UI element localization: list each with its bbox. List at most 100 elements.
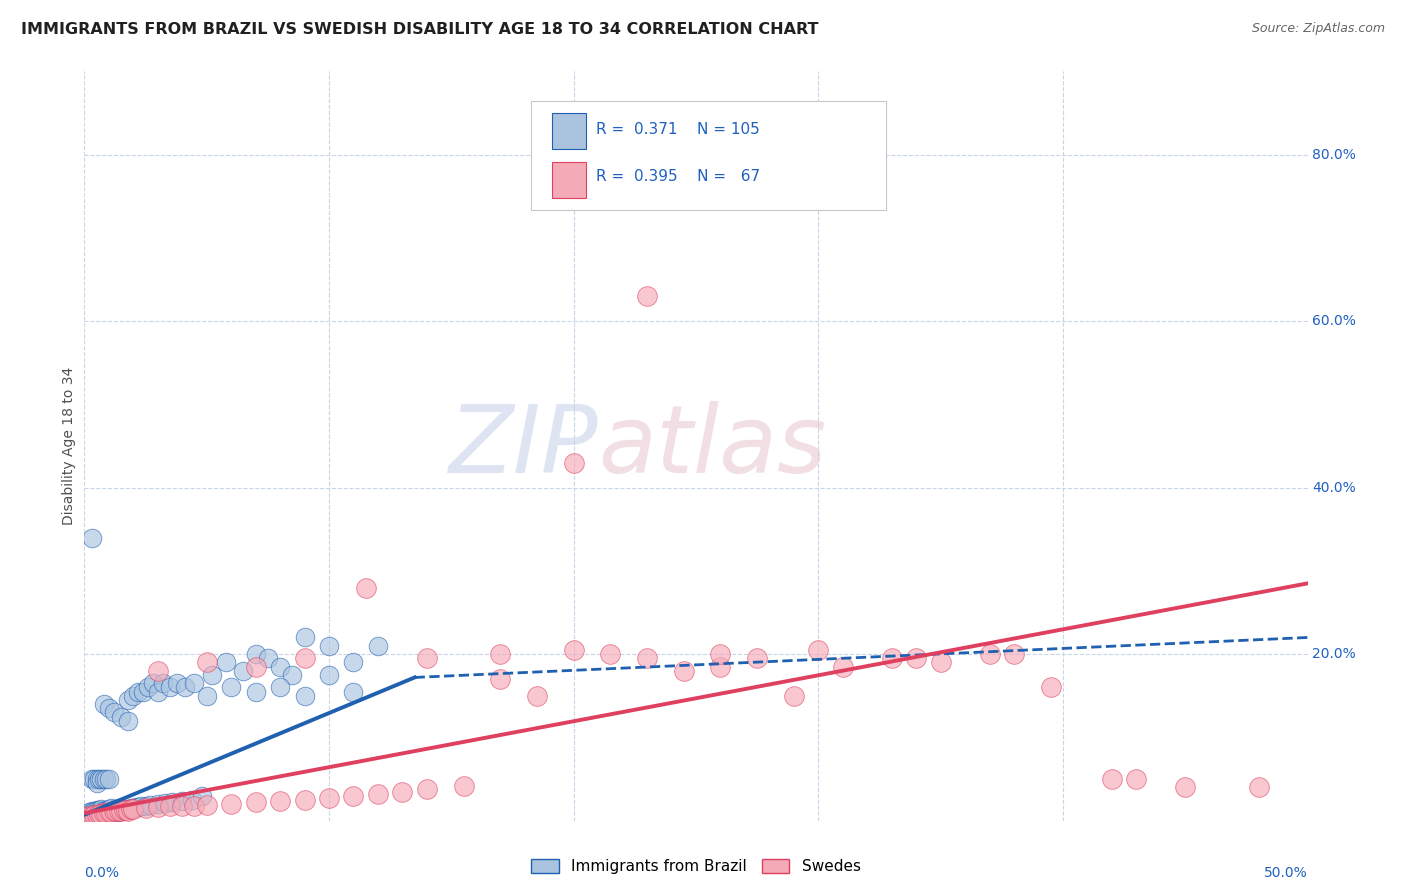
Point — [354, 581, 377, 595]
Point — [87, 805, 110, 820]
Point — [93, 806, 115, 821]
Point — [127, 800, 149, 814]
Point — [112, 803, 135, 817]
Point — [318, 639, 340, 653]
Point — [80, 807, 103, 822]
Point — [562, 456, 585, 470]
Point — [636, 289, 658, 303]
Text: R =  0.395    N =   67: R = 0.395 N = 67 — [596, 169, 759, 184]
Point — [93, 804, 115, 818]
Text: 50.0%: 50.0% — [1264, 865, 1308, 880]
Point — [83, 809, 105, 823]
Point — [294, 689, 316, 703]
Point — [83, 772, 105, 786]
Point — [86, 809, 108, 823]
Point — [807, 643, 830, 657]
Point — [709, 659, 731, 673]
Point — [110, 804, 132, 818]
Point — [135, 801, 157, 815]
Point — [115, 802, 138, 816]
Point — [120, 802, 142, 816]
Point — [76, 809, 98, 823]
Point — [146, 797, 169, 811]
Text: Source: ZipAtlas.com: Source: ZipAtlas.com — [1251, 22, 1385, 36]
Point — [747, 651, 769, 665]
Point — [599, 647, 621, 661]
Point — [97, 805, 120, 820]
Point — [83, 804, 105, 818]
Bar — [551, 162, 586, 198]
Point — [105, 805, 128, 820]
Point — [245, 659, 267, 673]
Point — [132, 684, 155, 698]
Point — [146, 800, 169, 814]
Text: R =  0.371    N = 105: R = 0.371 N = 105 — [596, 121, 759, 136]
Point — [97, 802, 120, 816]
Point — [1247, 780, 1270, 795]
Point — [245, 795, 267, 809]
Point — [219, 681, 242, 695]
Point — [142, 676, 165, 690]
Point — [257, 651, 280, 665]
Point — [105, 805, 128, 819]
Point — [97, 807, 120, 822]
Text: 40.0%: 40.0% — [1312, 481, 1357, 495]
Point — [526, 689, 548, 703]
Point — [281, 668, 304, 682]
Point — [367, 787, 389, 801]
Point — [294, 631, 316, 645]
Point — [93, 772, 115, 786]
Point — [139, 797, 162, 812]
Text: 20.0%: 20.0% — [1312, 647, 1357, 661]
Point — [367, 639, 389, 653]
Point — [831, 659, 853, 673]
Point — [110, 709, 132, 723]
Point — [107, 804, 129, 818]
Point — [153, 796, 176, 810]
Point — [86, 807, 108, 822]
Y-axis label: Disability Age 18 to 34: Disability Age 18 to 34 — [62, 367, 76, 525]
Point — [391, 784, 413, 798]
Point — [146, 664, 169, 678]
Point — [181, 793, 204, 807]
Text: ZIP: ZIP — [449, 401, 598, 491]
Point — [77, 809, 100, 823]
Point — [87, 807, 110, 822]
Point — [80, 806, 103, 821]
Point — [77, 808, 100, 822]
Point — [152, 676, 174, 690]
Point — [103, 803, 125, 817]
Point — [97, 772, 120, 786]
Point — [122, 689, 145, 703]
Point — [127, 684, 149, 698]
Point — [245, 684, 267, 698]
Point — [107, 805, 129, 819]
Point — [1039, 681, 1062, 695]
Point — [129, 799, 152, 814]
Point — [100, 805, 122, 820]
Point — [880, 651, 903, 665]
Point — [115, 803, 138, 817]
Point — [86, 776, 108, 790]
Text: IMMIGRANTS FROM BRAZIL VS SWEDISH DISABILITY AGE 18 TO 34 CORRELATION CHART: IMMIGRANTS FROM BRAZIL VS SWEDISH DISABI… — [21, 22, 818, 37]
Point — [783, 689, 806, 703]
Point — [173, 681, 195, 695]
Point — [110, 804, 132, 818]
Point — [162, 795, 184, 809]
Point — [76, 810, 98, 824]
Point — [1174, 780, 1197, 795]
Point — [172, 794, 194, 808]
Point — [117, 804, 139, 818]
Point — [1125, 772, 1147, 786]
Point — [195, 689, 218, 703]
Point — [905, 651, 928, 665]
Point — [90, 802, 112, 816]
Text: 80.0%: 80.0% — [1312, 147, 1357, 161]
Point — [1002, 647, 1025, 661]
Point — [672, 664, 695, 678]
Point — [125, 800, 148, 814]
Point — [342, 656, 364, 670]
Point — [83, 807, 105, 822]
Point — [86, 803, 108, 817]
Point — [103, 805, 125, 819]
